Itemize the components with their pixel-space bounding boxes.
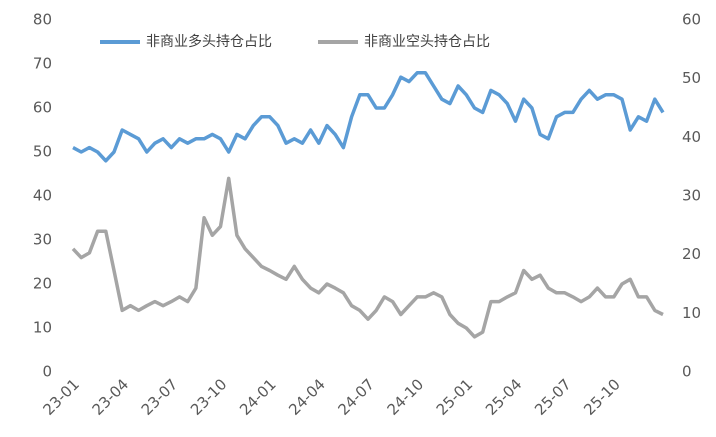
- x-tick-label: 24-04: [285, 375, 329, 419]
- y2-tick-label: 30: [682, 187, 701, 205]
- y-tick-label: 60: [33, 99, 52, 117]
- x-tick-label: 25-01: [433, 375, 477, 419]
- y-tick-label: 80: [33, 11, 52, 29]
- x-tick-label: 25-04: [482, 375, 526, 419]
- x-tick-label: 23-07: [138, 375, 182, 419]
- y2-tick-label: 0: [682, 363, 692, 381]
- x-tick-label: 25-07: [531, 375, 575, 419]
- y2-tick-label: 50: [682, 69, 701, 87]
- y-tick-label: 0: [42, 363, 52, 381]
- y2-tick-label: 40: [682, 128, 701, 146]
- series-line: [72, 71, 665, 163]
- y-tick-label: 30: [33, 231, 52, 249]
- x-tick-label: 24-07: [334, 375, 378, 419]
- y-tick-label: 70: [33, 55, 52, 73]
- y2-tick-label: 10: [682, 304, 701, 322]
- x-tick-label: 23-10: [187, 375, 231, 419]
- x-tick-label: 24-01: [236, 375, 280, 419]
- y-tick-label: 10: [33, 319, 52, 337]
- x-tick-label: 23-01: [39, 375, 83, 419]
- y-tick-label: 40: [33, 187, 52, 205]
- y2-tick-label: 20: [682, 245, 701, 263]
- x-tick-label: 25-10: [580, 375, 624, 419]
- x-tick-label: 24-10: [384, 375, 428, 419]
- series-line: [71, 176, 664, 339]
- y-tick-label: 50: [33, 143, 52, 161]
- y2-tick-label: 60: [682, 11, 701, 29]
- legend-label: 非商业空头持仓占比: [364, 34, 490, 50]
- x-tick-label: 23-04: [89, 375, 133, 419]
- legend-label: 非商业多头持仓占比: [146, 33, 272, 50]
- y-tick-label: 20: [33, 275, 52, 293]
